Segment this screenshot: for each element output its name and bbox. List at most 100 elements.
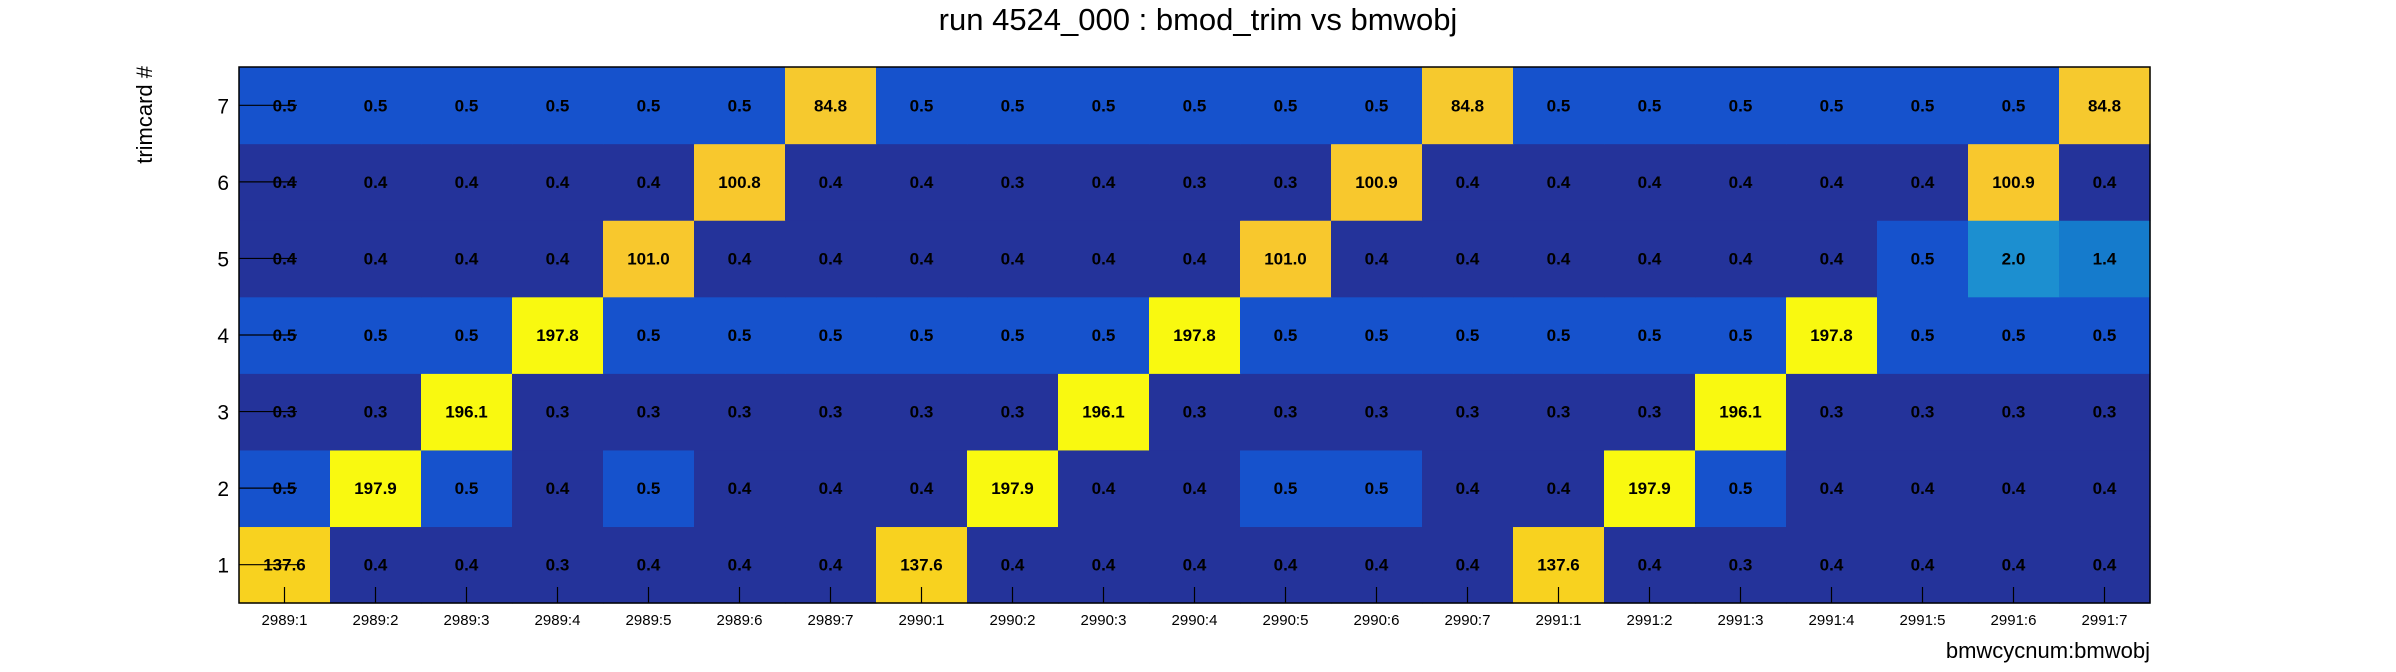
heatmap-cell — [1786, 220, 1878, 298]
cell-value-label: 0.5 — [637, 326, 661, 345]
cell-value-label: 0.5 — [637, 96, 661, 115]
heatmap-cell — [1786, 449, 1878, 528]
cell-value-label: 0.5 — [1183, 96, 1207, 115]
heatmap-cell — [1604, 220, 1696, 298]
heatmap-cell — [1422, 296, 1514, 374]
heatmap-cell — [876, 220, 968, 298]
cell-value-label: 0.5 — [1911, 249, 1935, 268]
heatmap-cell — [1058, 143, 1150, 221]
cell-value-label: 0.4 — [1456, 173, 1480, 192]
heatmap-cell — [1513, 449, 1605, 528]
heatmap-cell — [603, 220, 695, 298]
heatmap-cell — [785, 143, 877, 221]
heatmap-cell — [1786, 143, 1878, 221]
cell-value-label: 0.4 — [364, 249, 388, 268]
heatmap-cell — [1695, 296, 1787, 374]
cell-value-label: 0.4 — [910, 479, 934, 498]
cell-value-label: 0.4 — [1274, 556, 1298, 575]
x-tick-label: 2990:7 — [1445, 612, 1491, 629]
cell-value-label: 0.4 — [819, 173, 843, 192]
cell-value-label: 0.4 — [728, 479, 752, 498]
heatmap-cell — [1422, 449, 1514, 528]
cell-value-label: 100.9 — [1992, 173, 2035, 192]
x-tick-label: 2990:6 — [1354, 612, 1400, 629]
heatmap-cell — [1240, 296, 1332, 374]
heatmap-cell — [512, 296, 604, 374]
heatmap-cell — [1877, 143, 1969, 221]
cell-value-label: 0.4 — [819, 249, 843, 268]
cell-value-label: 0.4 — [1001, 556, 1025, 575]
y-tick-label: 6 — [217, 172, 229, 195]
cell-value-label: 0.3 — [1911, 403, 1935, 422]
cell-value-label: 0.5 — [1274, 96, 1298, 115]
chart-title: run 4524_000 : bmod_trim vs bmwobj — [939, 2, 1458, 37]
cell-value-label: 0.4 — [910, 249, 934, 268]
cell-value-label: 0.5 — [910, 326, 934, 345]
cell-value-label: 0.3 — [1729, 556, 1753, 575]
heatmap-cell — [1058, 220, 1150, 298]
cell-value-label: 196.1 — [445, 403, 488, 422]
heatmap-cell — [2059, 296, 2151, 374]
heatmap-cell — [1422, 373, 1514, 451]
heatmap-cell — [1513, 296, 1605, 374]
heatmap-cell — [1877, 67, 1969, 145]
cell-value-label: 0.4 — [546, 173, 570, 192]
x-tick-label: 2989:1 — [262, 612, 308, 629]
cell-value-label: 0.5 — [910, 96, 934, 115]
heatmap-cell — [1422, 143, 1514, 221]
cell-value-label: 0.4 — [1456, 249, 1480, 268]
cell-value-label: 0.5 — [1001, 326, 1025, 345]
heatmap-cell — [421, 67, 513, 145]
heatmap-cell — [512, 373, 604, 451]
cell-value-label: 0.3 — [1183, 173, 1207, 192]
heatmap-cell — [1877, 449, 1969, 528]
cell-value-label: 100.9 — [1355, 173, 1398, 192]
heatmap-cell — [785, 296, 877, 374]
cell-value-label: 0.5 — [1638, 96, 1662, 115]
heatmap-cell — [1695, 67, 1787, 145]
heatmap-cell — [512, 449, 604, 528]
heatmap-cell — [1331, 449, 1423, 528]
heatmap-cell — [1604, 67, 1696, 145]
heatmap-cell — [1240, 143, 1332, 221]
heatmap-cell — [785, 220, 877, 298]
heatmap-cell — [1604, 143, 1696, 221]
heatmap-cell — [1149, 220, 1241, 298]
cell-value-label: 0.4 — [1638, 173, 1662, 192]
cell-value-label: 0.5 — [728, 96, 752, 115]
x-axis-title: bmwcycnum:bmwobj — [1946, 638, 2150, 663]
cell-value-label: 0.4 — [1092, 173, 1116, 192]
x-tick-label: 2989:5 — [626, 612, 672, 629]
cell-value-label: 0.4 — [455, 556, 479, 575]
heatmap-cell — [1331, 67, 1423, 145]
x-tick-label: 2990:3 — [1081, 612, 1127, 629]
heatmap-cell — [1149, 143, 1241, 221]
cell-value-label: 0.3 — [546, 556, 570, 575]
cell-value-label: 0.5 — [455, 96, 479, 115]
x-tick-label: 2991:4 — [1809, 612, 1855, 629]
cell-value-label: 84.8 — [2088, 96, 2121, 115]
cell-value-label: 0.4 — [1365, 556, 1389, 575]
y-axis-title: trimcard # — [132, 65, 157, 164]
heatmap-cell — [694, 296, 786, 374]
heatmap-cell — [512, 220, 604, 298]
heatmap-cell — [603, 373, 695, 451]
cell-value-label: 0.5 — [1274, 479, 1298, 498]
cell-value-label: 197.8 — [1810, 326, 1853, 345]
x-tick-label: 2989:6 — [717, 612, 763, 629]
heatmap-cell — [1877, 373, 1969, 451]
cell-value-label: 0.5 — [1820, 96, 1844, 115]
heatmap-cell — [694, 373, 786, 451]
cell-value-label: 0.3 — [1638, 403, 1662, 422]
x-tick-label: 2989:3 — [444, 612, 490, 629]
heatmap-cell — [330, 296, 422, 374]
cell-value-label: 0.4 — [546, 479, 570, 498]
heatmap-cell — [421, 373, 513, 451]
cell-value-label: 0.5 — [1729, 326, 1753, 345]
cell-value-label: 0.4 — [1729, 173, 1753, 192]
x-tick-label: 2990:4 — [1172, 612, 1218, 629]
cell-value-label: 0.4 — [1820, 556, 1844, 575]
cell-value-label: 0.5 — [364, 96, 388, 115]
cell-value-label: 0.4 — [2002, 556, 2026, 575]
cell-value-label: 0.3 — [1274, 403, 1298, 422]
